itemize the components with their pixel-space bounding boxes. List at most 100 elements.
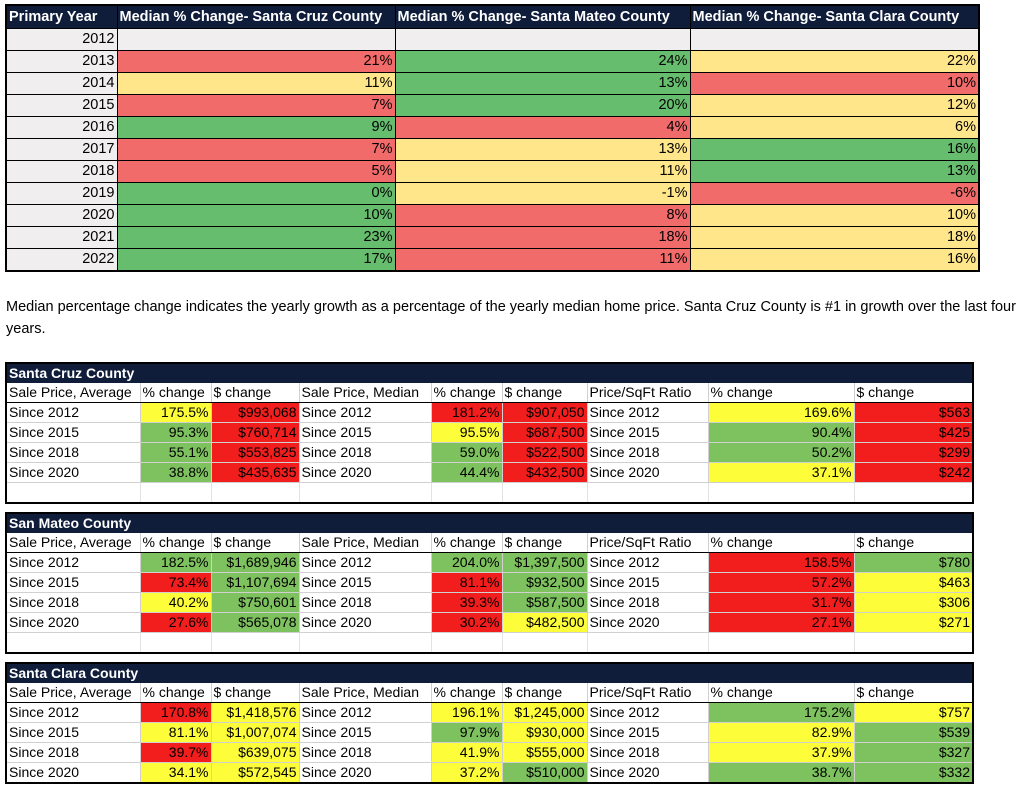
table-row: 2018 5% 11% 13% <box>5 160 980 183</box>
period-label-cell: Since 2012 <box>299 702 432 723</box>
change-value-cell: 30.2% <box>431 612 503 633</box>
table-row: 2020 10% 8% 10% <box>5 204 980 227</box>
change-value-cell: $572,545 <box>211 762 300 784</box>
period-label-cell: Since 2012 <box>587 402 709 423</box>
column-header: % change <box>140 683 212 703</box>
change-value-cell: 82.9% <box>708 722 855 743</box>
year-cell: 2019 <box>5 182 118 205</box>
percent-change-cell: 22% <box>689 50 980 73</box>
percent-change-cell <box>689 28 980 51</box>
empty-cell <box>854 632 974 653</box>
table-row: 2016 9% 4% 6% <box>5 116 980 139</box>
change-value-cell: $435,635 <box>211 462 300 483</box>
change-value-cell: 38.8% <box>140 462 212 483</box>
change-value-cell: 170.8% <box>140 702 212 723</box>
change-value-cell: $760,714 <box>211 422 300 443</box>
percent-change-cell: 11% <box>394 160 691 183</box>
column-header: Sale Price, Median <box>299 683 432 703</box>
period-label-cell: Since 2015 <box>587 722 709 743</box>
table-row: 2015 7% 20% 12% <box>5 94 980 117</box>
period-label-cell: Since 2012 <box>587 702 709 723</box>
table-row: 2014 11% 13% 10% <box>5 72 980 95</box>
spacer-row <box>6 482 974 503</box>
santa-clara-county-table: Santa Clara County Sale Price, Average% c… <box>5 662 974 784</box>
change-value-cell: 37.1% <box>708 462 855 483</box>
period-label-cell: Since 2012 <box>299 552 432 573</box>
year-cell: 2015 <box>5 94 118 117</box>
change-value-cell: $1,689,946 <box>211 552 300 573</box>
empty-cell <box>708 482 855 503</box>
san-mateo-county-table: San Mateo County Sale Price, Average% cha… <box>5 512 975 654</box>
empty-cell <box>140 632 212 653</box>
percent-change-cell: 24% <box>394 50 691 73</box>
year-cell: 2018 <box>5 160 118 183</box>
san-mateo-county-table-body: San Mateo County Sale Price, Average% cha… <box>6 513 974 653</box>
period-label-cell: Since 2018 <box>299 592 432 613</box>
percent-change-cell: 6% <box>689 116 980 139</box>
percent-change-cell: 10% <box>689 204 980 227</box>
change-value-cell: 204.0% <box>431 552 503 573</box>
change-value-cell: 55.1% <box>140 442 212 463</box>
change-value-cell: 41.9% <box>431 742 503 763</box>
table-row: Since 2018 40.2% $750,601 Since 2018 39.3% $5… <box>6 592 974 613</box>
column-header: $ change <box>854 533 974 553</box>
change-value-cell: $482,500 <box>502 612 588 633</box>
percent-change-cell <box>116 28 396 51</box>
percent-change-cell: 10% <box>116 204 396 227</box>
percent-change-cell: 17% <box>116 248 396 272</box>
column-header: $ change <box>211 383 300 403</box>
column-header: Median % Change- Santa Cruz County <box>116 4 396 29</box>
change-value-cell: 40.2% <box>140 592 212 613</box>
period-label-cell: Since 2018 <box>6 592 141 613</box>
change-value-cell: $993,068 <box>211 402 300 423</box>
period-label-cell: Since 2020 <box>587 462 709 483</box>
period-label-cell: Since 2020 <box>6 462 141 483</box>
period-label-cell: Since 2020 <box>299 762 432 784</box>
column-header: Price/SqFt Ratio <box>587 383 709 403</box>
period-label-cell: Since 2012 <box>299 402 432 423</box>
change-value-cell: $907,050 <box>502 402 588 423</box>
empty-cell <box>6 632 141 653</box>
santa-cruz-county-table: Santa Cruz County Sale Price, Average% ch… <box>5 362 975 504</box>
percent-change-cell: 8% <box>394 204 691 227</box>
year-cell: 2013 <box>5 50 118 73</box>
percent-change-cell: 7% <box>116 94 396 117</box>
year-cell: 2020 <box>5 204 118 227</box>
period-label-cell: Since 2018 <box>299 442 432 463</box>
empty-cell <box>587 632 709 653</box>
change-value-cell: 44.4% <box>431 462 503 483</box>
table-row: 2012 <box>5 28 980 51</box>
table-row: Since 2015 95.3% $760,714 Since 2015 95.5% $6… <box>6 422 974 443</box>
percent-change-cell: 5% <box>116 160 396 183</box>
empty-cell <box>6 482 141 503</box>
empty-cell <box>431 482 503 503</box>
county-title-row: Santa Clara County <box>6 663 973 683</box>
change-value-cell: 34.1% <box>140 762 212 784</box>
county-header-row: Sale Price, Average% change $ change Sale … <box>6 533 974 553</box>
empty-cell <box>854 482 974 503</box>
year-cell: 2014 <box>5 72 118 95</box>
change-value-cell: $1,397,500 <box>502 552 588 573</box>
period-label-cell: Since 2018 <box>587 742 709 763</box>
column-header: % change <box>708 383 855 403</box>
change-value-cell: 175.2% <box>708 702 855 723</box>
column-header: % change <box>431 383 503 403</box>
change-value-cell: 73.4% <box>140 572 212 593</box>
column-header: $ change <box>854 383 974 403</box>
change-value-cell: 39.7% <box>140 742 212 763</box>
table-row: Since 2012 170.8% $1,418,576 Since 2012 196.… <box>6 702 974 723</box>
column-header: $ change <box>502 683 588 703</box>
column-header: $ change <box>502 533 588 553</box>
table-row: 2013 21% 24% 22% <box>5 50 980 73</box>
county-title-row: Santa Cruz County <box>6 363 974 383</box>
period-label-cell: Since 2018 <box>6 742 141 763</box>
empty-cell <box>211 632 300 653</box>
table-row: Since 2012 182.5% $1,689,946 Since 2012 204.… <box>6 552 974 573</box>
percent-change-cell <box>394 28 691 51</box>
period-label-cell: Since 2015 <box>6 722 141 743</box>
change-value-cell: 175.5% <box>140 402 212 423</box>
change-value-cell: 50.2% <box>708 442 855 463</box>
percent-change-cell: 11% <box>394 248 691 272</box>
table-row: Since 2015 81.1% $1,007,074 Since 2015 97.9%… <box>6 722 974 743</box>
period-label-cell: Since 2018 <box>6 442 141 463</box>
